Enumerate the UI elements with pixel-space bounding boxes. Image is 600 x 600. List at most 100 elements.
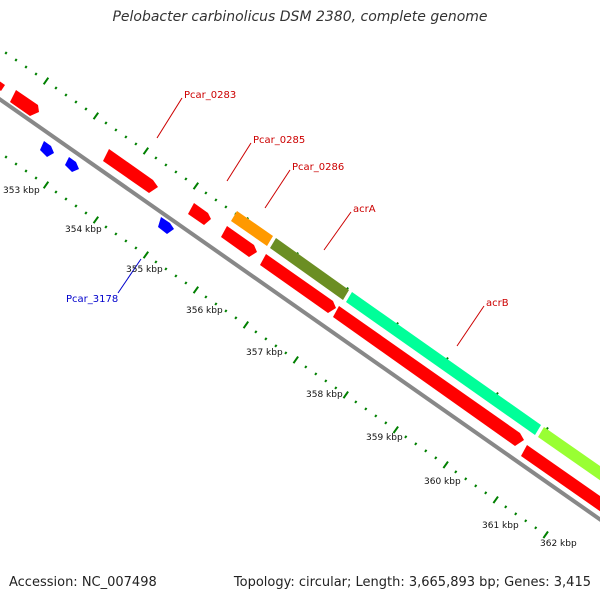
- tick-mark: [54, 86, 58, 90]
- tick-mark: [484, 491, 488, 495]
- accession-text: Accession: NC_007498: [9, 575, 157, 590]
- tick-mark: [114, 232, 118, 236]
- tick-mark: [142, 251, 150, 259]
- map-title: Pelobacter carbinolicus DSM 2380, comple…: [112, 9, 488, 25]
- tick-mark: [354, 400, 358, 404]
- tick-mark: [14, 162, 18, 166]
- tick-mark: [142, 147, 150, 155]
- tick-mark: [4, 51, 8, 55]
- tick-mark: [414, 442, 418, 446]
- tick-mark: [4, 155, 8, 159]
- tick-mark: [384, 421, 388, 425]
- forward-genes: [0, 78, 600, 514]
- tick-mark: [54, 190, 58, 194]
- leader-line-Pcar_0285: [226, 142, 252, 182]
- tick-mark: [84, 107, 88, 111]
- gene-label-Pcar_0285[interactable]: Pcar_0285: [253, 135, 305, 146]
- tick-mark: [342, 391, 349, 399]
- tick-mark: [114, 128, 118, 132]
- leader-line-Pcar_0283: [156, 97, 183, 139]
- tick-label: 357 kbp: [246, 348, 283, 358]
- tick-mark: [74, 100, 78, 104]
- gene-feature-reverse[interactable]: [40, 141, 54, 157]
- gene-feature-reverse[interactable]: [65, 157, 79, 172]
- tick-mark: [224, 205, 228, 209]
- tick-mark: [404, 435, 408, 439]
- gene-feature-forward[interactable]: [103, 149, 158, 193]
- tick-label: 353 kbp: [3, 186, 40, 196]
- tick-label: 359 kbp: [366, 433, 403, 443]
- gene-feature-acrB-next[interactable]: [538, 427, 600, 483]
- tick-mark: [64, 93, 68, 97]
- tick-mark: [204, 191, 208, 195]
- reverse-genes: [40, 141, 174, 234]
- tick-mark: [34, 176, 38, 180]
- gene-feature-forward[interactable]: [188, 203, 211, 225]
- tick-label: 356 kbp: [186, 306, 223, 316]
- tick-mark: [42, 181, 50, 189]
- tick-mark: [184, 281, 188, 285]
- leader-line-Pcar_0286: [264, 169, 291, 209]
- leader-line-Pcar_3178: [117, 258, 142, 294]
- tick-mark: [154, 260, 158, 264]
- tick-mark: [542, 530, 549, 539]
- gene-feature-reverse[interactable]: [158, 217, 174, 234]
- tick-mark: [124, 135, 128, 139]
- tick-mark: [184, 177, 188, 181]
- tick-mark: [254, 330, 258, 334]
- gene-feature-forward[interactable]: [0, 78, 5, 91]
- tick-mark: [42, 77, 50, 85]
- tick-mark: [274, 344, 278, 348]
- gene-label-acrB[interactable]: acrB: [486, 298, 509, 309]
- gene-feature-forward[interactable]: [521, 445, 600, 514]
- tick-mark: [134, 142, 138, 146]
- gene-label-Pcar_3178[interactable]: Pcar_3178: [66, 294, 118, 305]
- gene-label-leaders: [117, 97, 485, 347]
- tick-label: 354 kbp: [65, 225, 102, 235]
- tick-mark: [464, 477, 468, 481]
- tick-mark: [214, 302, 218, 306]
- gene-label-Pcar_0286[interactable]: Pcar_0286: [292, 162, 344, 173]
- tick-mark: [504, 505, 508, 509]
- tick-mark: [424, 449, 428, 453]
- gene-feature-forward[interactable]: [260, 254, 336, 313]
- tick-mark: [192, 182, 200, 190]
- tick-mark: [314, 372, 318, 376]
- tick-mark: [234, 316, 238, 320]
- tick-label: 358 kbp: [306, 390, 343, 400]
- tick-mark: [514, 512, 518, 516]
- tick-mark: [264, 337, 268, 341]
- tick-mark: [164, 163, 168, 167]
- tick-labels: 353 kbp 354 kbp 355 kbp 356 kbp 357 kbp …: [3, 186, 577, 549]
- tick-mark: [74, 204, 78, 208]
- inner-tick-ring: [4, 155, 549, 539]
- tick-mark: [174, 274, 178, 278]
- tick-mark: [204, 295, 208, 299]
- gene-feature-forward[interactable]: [333, 306, 524, 446]
- tick-label: 362 kbp: [540, 539, 577, 549]
- tick-mark: [392, 426, 399, 434]
- tick-mark: [474, 484, 478, 488]
- tick-mark: [284, 351, 288, 355]
- gene-feature-acrA[interactable]: [270, 238, 349, 300]
- tick-mark: [64, 197, 68, 201]
- tick-mark: [442, 461, 449, 469]
- tick-mark: [224, 309, 228, 313]
- tick-mark: [14, 58, 18, 62]
- gene-feature-forward[interactable]: [221, 226, 257, 257]
- tick-mark: [324, 379, 328, 383]
- tick-mark: [534, 526, 538, 530]
- gene-feature-acrB[interactable]: [346, 292, 541, 435]
- tick-label: 360 kbp: [424, 477, 461, 487]
- tick-mark: [92, 112, 100, 120]
- gene-label-Pcar_0283[interactable]: Pcar_0283: [184, 90, 236, 101]
- gene-feature-forward[interactable]: [10, 90, 39, 116]
- tick-mark: [214, 198, 218, 202]
- gene-feature-Pcar_0286[interactable]: [231, 211, 273, 246]
- tick-mark: [34, 72, 38, 76]
- tick-mark: [104, 121, 108, 125]
- tick-mark: [292, 356, 299, 364]
- gene-label-acrA[interactable]: acrA: [353, 204, 376, 215]
